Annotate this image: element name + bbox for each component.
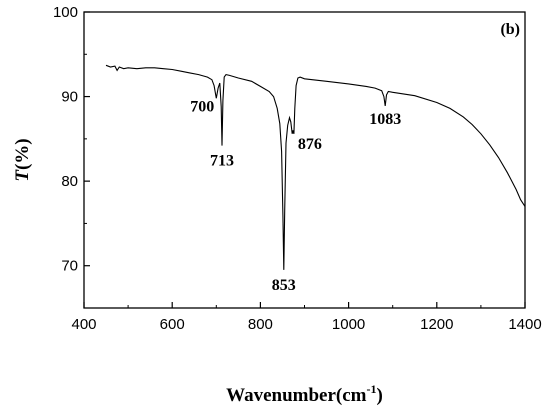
x-axis-title-main: Wavenumber(cm bbox=[226, 385, 367, 406]
peak-label: 713 bbox=[210, 153, 234, 170]
axis-ticks bbox=[83, 11, 526, 309]
x-tick-label: 400 bbox=[71, 316, 96, 333]
x-axis-title-superscript: -1 bbox=[367, 382, 377, 396]
x-tick-label: 800 bbox=[248, 316, 273, 333]
y-tick-label: 90 bbox=[61, 89, 78, 106]
peak-annotations: 700 713 853 876 1083 bbox=[190, 98, 401, 294]
y-tick-label: 100 bbox=[53, 4, 78, 21]
transmittance-line bbox=[105, 64, 526, 270]
peak-label: 700 bbox=[190, 98, 214, 115]
y-tick-label: 80 bbox=[61, 173, 78, 190]
y-axis-title: T(%) bbox=[12, 138, 33, 181]
x-axis-title: Wavenumber(cm-1) bbox=[226, 382, 383, 406]
peak-label: 853 bbox=[272, 277, 296, 294]
panel-label: (b) bbox=[500, 21, 520, 38]
peak-label: 876 bbox=[298, 136, 322, 153]
y-axis-title-rest: (%) bbox=[12, 138, 33, 170]
x-tick-label: 1200 bbox=[420, 316, 453, 333]
x-axis-title-suffix: ) bbox=[377, 385, 383, 406]
y-tick-label: 70 bbox=[61, 258, 78, 275]
x-tick-label: 1400 bbox=[508, 316, 541, 333]
x-tick-label: 600 bbox=[160, 316, 185, 333]
y-axis-title-italic: T bbox=[12, 169, 33, 182]
x-tick-label: 1000 bbox=[332, 316, 365, 333]
plot-frame bbox=[83, 11, 526, 309]
peak-label: 1083 bbox=[369, 111, 401, 128]
axis-tick-labels: 400 600 800 1000 1200 1400 70 80 90 100 bbox=[53, 4, 542, 333]
